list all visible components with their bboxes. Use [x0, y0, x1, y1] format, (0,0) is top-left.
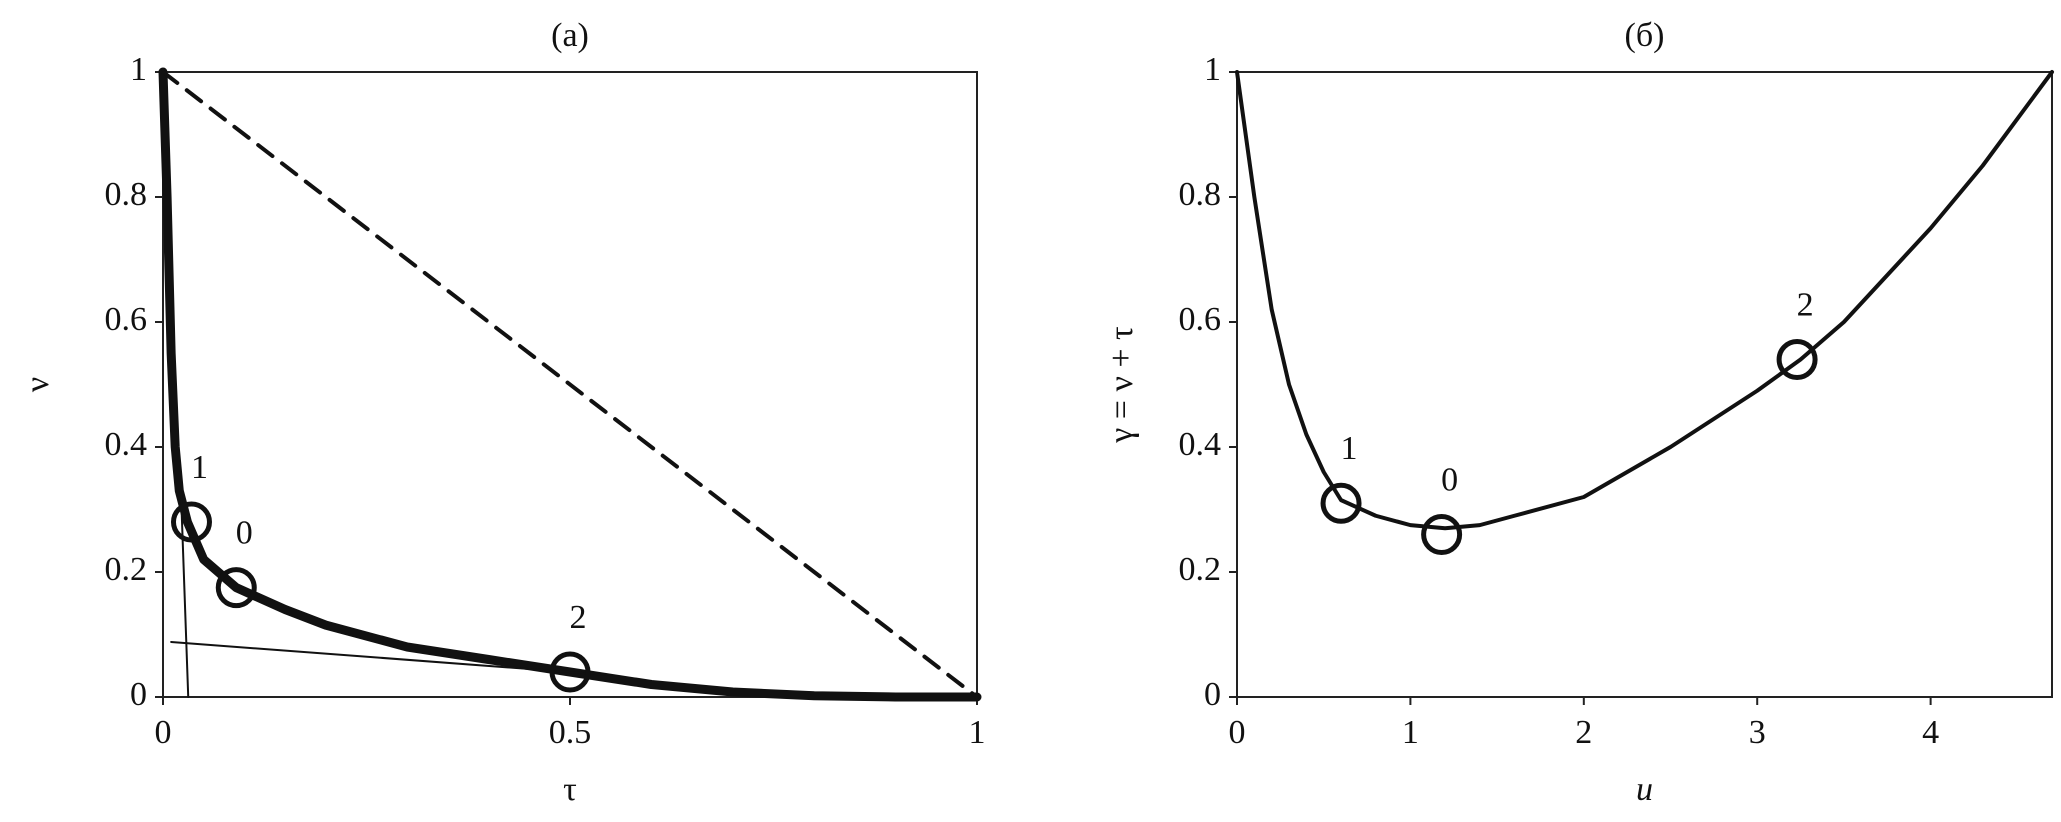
- point-marker: [549, 651, 591, 693]
- curve: [170, 641, 612, 677]
- y-tick-label: 0.4: [105, 426, 148, 463]
- x-tick-label: 2: [1575, 714, 1592, 751]
- point-marker: [215, 567, 257, 609]
- point-label: 1: [191, 449, 208, 486]
- chart-title: (a): [551, 17, 589, 54]
- y-tick-label: 0.6: [105, 301, 148, 338]
- y-tick-label: 1: [1204, 51, 1221, 88]
- y-axis-label: γ = ν + τ: [1103, 326, 1140, 443]
- y-tick-label: 1: [130, 51, 147, 88]
- point-marker: [1421, 514, 1463, 555]
- point-marker: [1320, 482, 1362, 524]
- curve: [161, 70, 979, 699]
- y-tick-label: 0.8: [105, 176, 148, 213]
- y-tick-label: 0.6: [1179, 301, 1222, 338]
- x-axis-label: τ: [563, 771, 577, 808]
- point-label: 2: [1797, 286, 1814, 323]
- plot-frame: [1236, 71, 2053, 698]
- point-label: 0: [236, 514, 253, 551]
- y-tick-label: 0.4: [1179, 426, 1222, 463]
- point-marker: [1776, 339, 1818, 380]
- x-tick-label: 0: [155, 714, 172, 751]
- curve: [179, 489, 190, 698]
- chart-title: (б): [1625, 17, 1665, 54]
- x-tick-label: 0.5: [549, 714, 592, 751]
- y-tick-label: 0.8: [1179, 176, 1222, 213]
- x-tick-label: 3: [1749, 714, 1766, 751]
- y-axis-label: ν: [19, 377, 56, 392]
- x-tick-label: 0: [1229, 714, 1246, 751]
- y-tick-label: 0.2: [105, 551, 148, 588]
- point-label: 2: [570, 599, 587, 636]
- y-tick-label: 0.2: [1179, 551, 1222, 588]
- point-label: 0: [1441, 461, 1458, 498]
- y-tick-label: 0: [1204, 676, 1221, 713]
- x-tick-label: 4: [1922, 714, 1939, 751]
- x-axis-label: u: [1636, 771, 1653, 808]
- x-tick-label: 1: [1402, 714, 1419, 751]
- curve: [1235, 70, 2054, 531]
- curve: [158, 67, 982, 702]
- point-marker: [170, 501, 212, 543]
- y-tick-label: 0: [130, 676, 147, 713]
- point-label: 1: [1341, 430, 1358, 467]
- x-tick-label: 1: [969, 714, 986, 751]
